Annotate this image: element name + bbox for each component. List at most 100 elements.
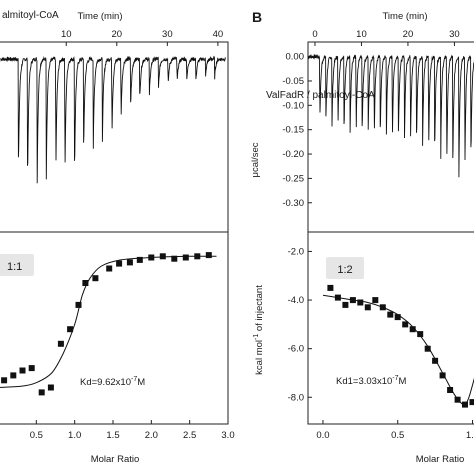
panel-b-bottom-point xyxy=(387,311,394,318)
panel-a-bottom-point xyxy=(28,365,35,372)
panel-b-bottom-ticks: 0.0 0.5 1.0 -2.0 -4.0 -6.0 -8.0 xyxy=(288,246,474,441)
panel-b-bottom-xtick-label: 0.5 xyxy=(391,430,404,441)
panel-b-bottom-point xyxy=(334,294,341,301)
panel-a-bottom-point xyxy=(47,384,54,391)
panel-b-thermogram-trace xyxy=(307,53,474,178)
panel-a-ratio-box xyxy=(0,254,34,276)
panel-b-top-xtick-label: 30 xyxy=(449,29,460,40)
panel-b-label: B xyxy=(252,9,262,25)
panel-a-bottom-xtick-label: 0.5 xyxy=(30,430,43,441)
panel-a-top-xtick-label: 30 xyxy=(162,29,173,40)
panel-b-time-axis-label: Time (min) xyxy=(382,11,427,22)
panel-b-binding-isotherm: 0.0 0.5 1.0 -2.0 -4.0 -6.0 -8.0 1:2 Kd1=3.03x1… xyxy=(288,231,474,441)
panel-a-top-xtick-label: 10 xyxy=(61,29,72,40)
panel-a-title: almitoyl-CoA xyxy=(2,10,59,21)
panel-b-bottom-ytick-label: -2.0 xyxy=(288,246,304,257)
panel-b-top-ticks: 0 10 20 30 0.00 -0.05 -0.10 -0.15 -0.20 -0.25 -0.3… xyxy=(282,29,459,209)
panel-a-bottom-point xyxy=(194,253,201,260)
panel-b-bottom-point xyxy=(372,297,379,304)
panel-b-bottom-point xyxy=(469,399,474,406)
panel-b-bottom-ytick-label: -8.0 xyxy=(288,392,304,403)
panel-a-bottom-point xyxy=(182,254,189,261)
panel-a-bottom-point xyxy=(116,260,123,267)
panel-a-top-ticks: 10 20 30 40 xyxy=(61,29,223,46)
panel-a-bottom-xtick-label: 2.5 xyxy=(183,430,196,441)
panel-a-data-points xyxy=(1,252,212,396)
panel-b-bottom-ytick-label: -6.0 xyxy=(288,344,304,355)
panel-b-bottom-xtick-label: 1.0 xyxy=(466,430,474,441)
panel-b-top-ytick-label: -0.05 xyxy=(282,76,304,87)
panel-a-bottom-point xyxy=(148,254,155,261)
panel-b-y-axis-label: μcal/sec xyxy=(250,142,261,177)
panel-b-isotherm-frame xyxy=(307,231,474,425)
panel-a-thermogram-trace xyxy=(0,55,226,184)
panel-b-bottom-point xyxy=(447,387,454,393)
panel-a-kd-unit: M xyxy=(137,377,145,388)
panel-a-bottom-point xyxy=(82,280,89,286)
panel-a-bottom-xtick-label: 2.0 xyxy=(145,430,158,441)
panel-b-top-ytick-label: 0.00 xyxy=(286,52,305,63)
panel-b-bottom-point xyxy=(357,299,364,306)
panel-a-bottom-point xyxy=(75,301,82,308)
panel-b-top-ytick-label: -0.30 xyxy=(282,198,304,209)
panel-b-bottom-point xyxy=(409,326,416,333)
panel-a-bottom-point xyxy=(67,326,74,333)
panel-a-bottom-point xyxy=(159,253,166,260)
panel-b-bottom-point xyxy=(402,321,409,328)
panel-b-kd-unit: M xyxy=(399,376,407,387)
panel-b-bottom-point xyxy=(349,297,356,304)
panel-b-bottom-point xyxy=(342,301,349,308)
panel-a-bottom-ticks: 0.5 1.0 1.5 2.0 2.5 3.0 xyxy=(30,420,235,441)
panel-a-top-xtick-label: 20 xyxy=(112,29,123,40)
panel-b: B Time (min) ValFadR / palmitoyl-CoA μca… xyxy=(250,9,474,465)
panel-b-top-ytick-label: -0.15 xyxy=(282,125,304,136)
panel-b-kd-exp: -7 xyxy=(392,375,398,382)
panel-b-top-xtick-label: 0 xyxy=(312,29,317,40)
panel-b-ratio-label: 1:2 xyxy=(337,264,352,276)
panel-a-time-axis-label: Time (min) xyxy=(77,11,122,22)
panel-a-bottom-point xyxy=(92,275,99,282)
panel-b-bottom-point xyxy=(394,314,401,321)
panel-b-bottom-point xyxy=(327,284,334,291)
panel-b-bottom-point xyxy=(432,357,439,364)
panel-a-binding-isotherm: 0.5 1.0 1.5 2.0 2.5 3.0 1:1 Kd=9.62x10-7M xyxy=(0,231,235,441)
panel-a-bottom-xtick-label: 1.5 xyxy=(106,430,119,441)
panel-a-isotherm-frame xyxy=(0,231,229,425)
panel-a-bottom-xtick-label: 1.0 xyxy=(68,430,81,441)
panel-b-top-xtick-label: 10 xyxy=(356,29,367,40)
panel-a-kd-annotation: Kd=9.62x10-7M xyxy=(80,376,145,388)
panel-b-y2-base: kcal mol xyxy=(254,340,265,375)
panel-b-top-xtick-label: 20 xyxy=(403,29,414,40)
panel-b-y2-suffix: of injectant xyxy=(254,285,265,334)
panel-b-bottom-xtick-label: 0.0 xyxy=(316,430,329,441)
panel-a-thermogram: 10 20 30 40 xyxy=(0,29,229,233)
panel-a-bottom-point xyxy=(1,377,8,384)
panel-b-molar-ratio-label: Molar Ratio xyxy=(416,454,465,465)
panel-b-bottom-point xyxy=(454,396,461,403)
panel-b-ratio-box xyxy=(326,257,364,279)
panel-a-kd-base: Kd=9.62x10 xyxy=(80,377,131,388)
panel-b-bottom-point xyxy=(424,345,431,352)
panel-b-bottom-ytick-label: -4.0 xyxy=(288,295,304,306)
panel-b-bottom-point xyxy=(439,372,446,379)
panel-a-kd-exp: -7 xyxy=(131,376,137,383)
panel-a-bottom-point xyxy=(126,259,133,266)
panel-b-thermogram: 0 10 20 30 0.00 -0.05 -0.10 -0.15 -0.20 -0.25 -0.3… xyxy=(282,29,474,233)
panel-b-top-ytick-label: -0.20 xyxy=(282,149,304,160)
panel-b-y2-axis-label: kcal mol-1 of injectant xyxy=(253,285,265,375)
panel-a: almitoyl-CoA Time (min) 10 20 30 40 0.5 1.0 1… xyxy=(0,10,235,465)
panel-b-bottom-point xyxy=(462,401,468,408)
panel-b-y2-exp: -1 xyxy=(253,334,260,340)
panel-a-bottom-point xyxy=(106,265,113,272)
panel-b-bottom-point xyxy=(417,331,424,338)
panel-b-data-points xyxy=(327,284,474,408)
panel-a-ratio-label: 1:1 xyxy=(7,261,22,273)
panel-a-bottom-point xyxy=(171,255,178,262)
panel-a-bottom-point xyxy=(205,252,212,259)
panel-a-bottom-point xyxy=(19,367,26,374)
panel-b-top-ytick-label: -0.10 xyxy=(282,100,304,111)
panel-a-bottom-point xyxy=(38,389,45,396)
panel-a-bottom-point xyxy=(136,256,143,263)
panel-a-bottom-point xyxy=(57,340,64,347)
